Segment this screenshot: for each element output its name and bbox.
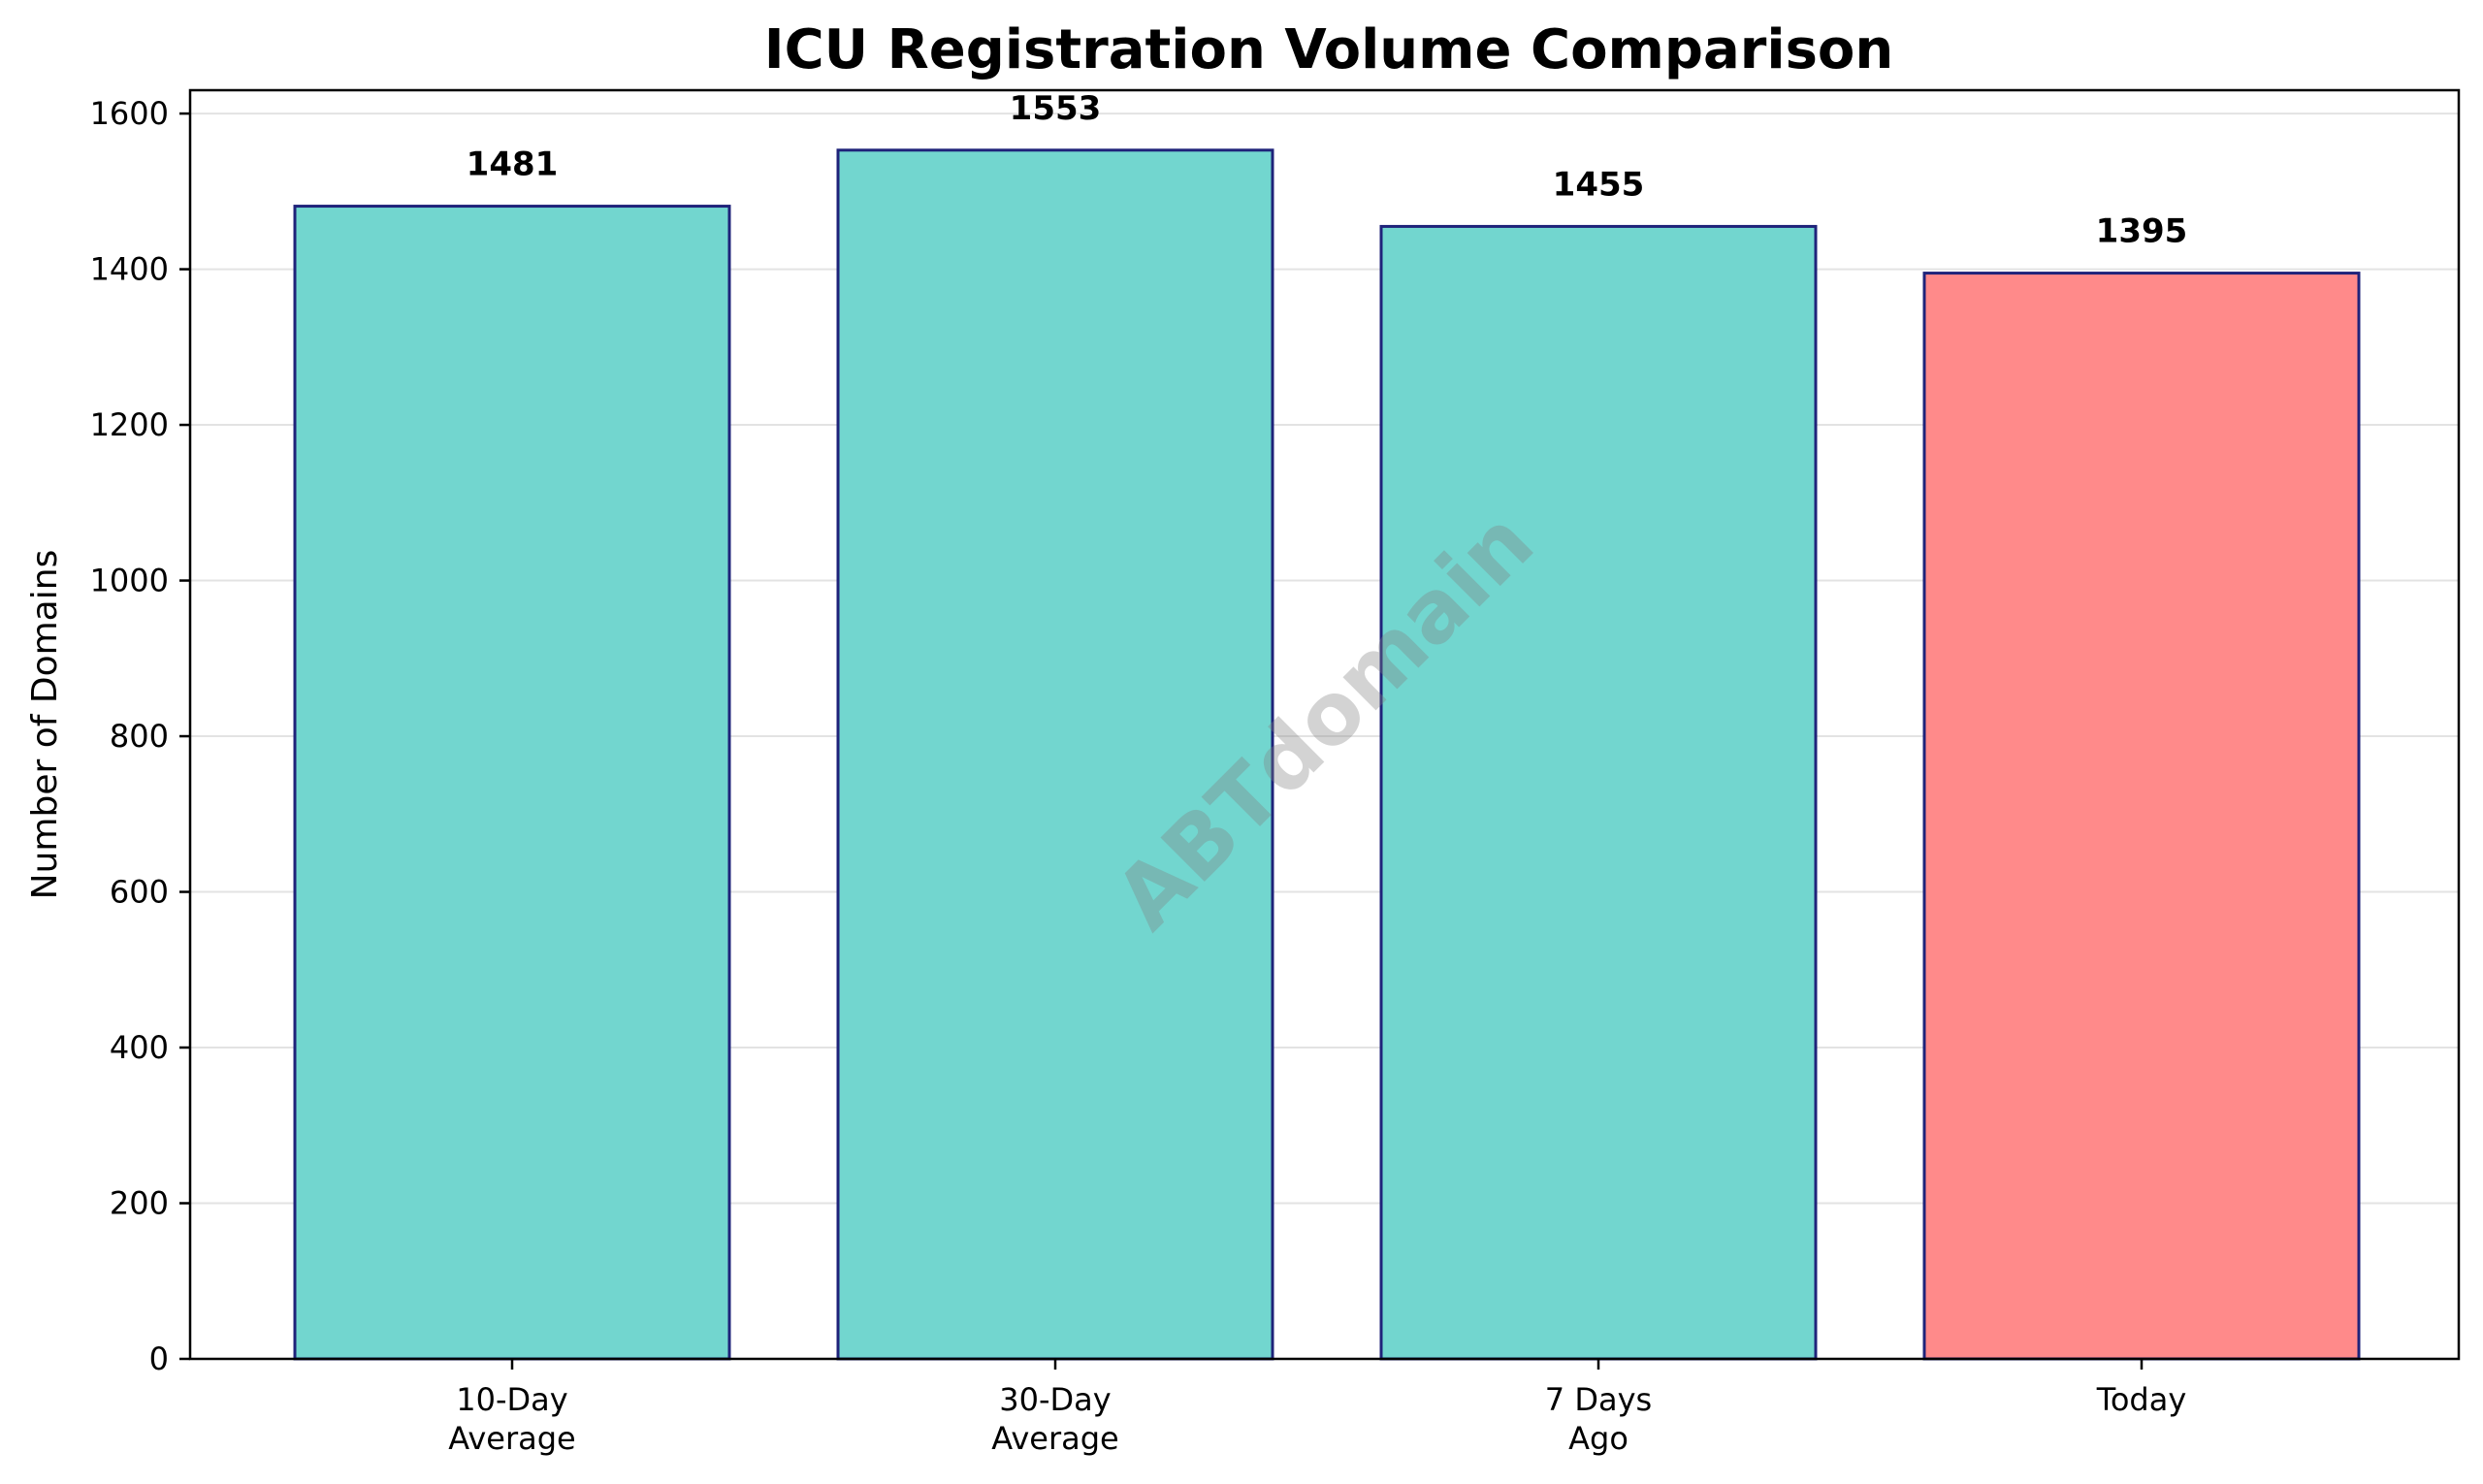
chart-title: ICU Registration Volume Comparison xyxy=(764,18,1894,81)
x-tick-label-line: Ago xyxy=(1568,1420,1628,1457)
x-tick-label: Today xyxy=(2096,1381,2187,1418)
bar xyxy=(1379,224,1818,1361)
y-tick-label: 1600 xyxy=(90,95,169,132)
x-tick-label-line: Today xyxy=(2096,1381,2187,1418)
bar-value-label: 1481 xyxy=(467,145,559,184)
bar xyxy=(1922,272,2361,1361)
bars xyxy=(293,148,2361,1361)
x-tick-label: 10-Day Average xyxy=(448,1381,575,1457)
x-tick-label: 30-Day Average xyxy=(991,1381,1118,1457)
y-tick-label: 0 xyxy=(149,1340,169,1377)
y-tick-label: 1400 xyxy=(90,251,169,288)
bar xyxy=(293,205,731,1361)
x-tick-label-line: Average xyxy=(991,1420,1118,1457)
x-tick-label-line: 10-Day xyxy=(456,1381,567,1418)
bar-value-label: 1455 xyxy=(1553,165,1645,204)
x-tick-label-line: 7 Days xyxy=(1545,1381,1652,1418)
y-tick-label: 400 xyxy=(110,1029,169,1066)
y-tick-label: 200 xyxy=(110,1185,169,1222)
bar xyxy=(836,148,1274,1361)
x-tick-label: 7 Days Ago xyxy=(1545,1381,1652,1457)
y-tick-label: 600 xyxy=(110,874,169,911)
bar-value-label: 1553 xyxy=(1010,89,1102,128)
y-axis-label: Number of Domains xyxy=(25,550,65,900)
y-axis-ticks: 0 200 400 600 800 1000 1200 1400 1600 xyxy=(90,95,190,1377)
x-tick-label-line: 30-Day xyxy=(999,1381,1111,1418)
y-tick-label: 1200 xyxy=(90,406,169,443)
bar-value-labels: 1481 1553 1455 1395 xyxy=(467,89,2188,251)
y-tick-label: 800 xyxy=(110,718,169,755)
plot-frame xyxy=(188,88,2461,1361)
x-tick-label-line: Average xyxy=(448,1420,575,1457)
y-tick-label: 1000 xyxy=(90,563,169,599)
bar-value-label: 1395 xyxy=(2096,212,2188,251)
